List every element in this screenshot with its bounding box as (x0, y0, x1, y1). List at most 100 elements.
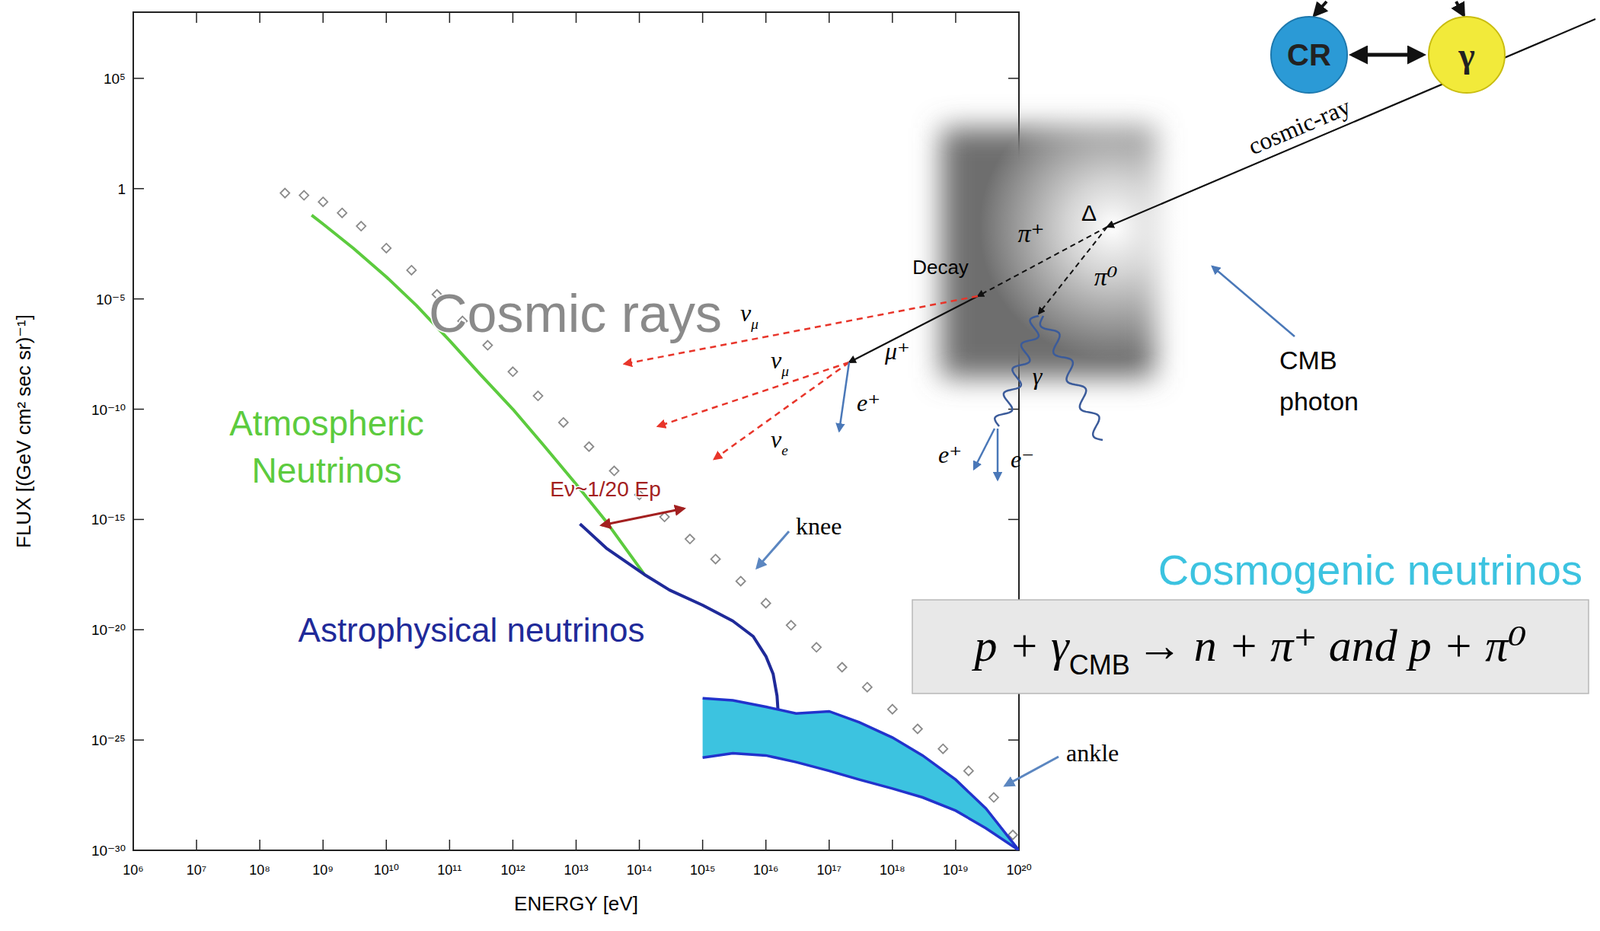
point (337, 208, 347, 218)
x-tick (638, 12, 641, 23)
text-part: ν (770, 346, 783, 374)
subscript: μ (780, 363, 789, 380)
x-tick (512, 12, 515, 23)
annotation-arrow (1005, 756, 1059, 786)
point (887, 705, 898, 715)
point (862, 683, 872, 693)
x-tick-label: 10⁷ (186, 862, 208, 879)
subscript: μ (750, 316, 759, 333)
diagram-label: νμ (740, 299, 759, 333)
label-line: Cosmogenic neutrinos (1158, 546, 1583, 595)
axes: 10⁶10⁷10⁸10⁹10¹⁰10¹¹10¹²10¹³10¹⁴10¹⁵10¹⁶… (12, 12, 1032, 916)
x-tick-label: 10²⁰ (1005, 862, 1032, 879)
x-tick-label: 10¹⁴ (626, 862, 653, 879)
x-tick (195, 12, 198, 23)
x-tick (702, 839, 704, 851)
diagram-label: π⁰ (1094, 262, 1118, 291)
diagram-label: μ⁺ (884, 337, 911, 365)
annotation: ankle (1066, 739, 1119, 767)
point (761, 598, 771, 608)
cosmic-ray-track (1107, 19, 1596, 227)
neutrino-track (657, 362, 850, 427)
point (609, 466, 620, 476)
y-tick (133, 298, 144, 301)
neutrino-track (714, 362, 850, 460)
point (318, 197, 328, 207)
text-part: ν (740, 299, 752, 327)
x-tick-label: 10¹⁶ (753, 862, 779, 879)
muon-track (849, 296, 978, 363)
node-arrow (1314, 1, 1327, 16)
x-tick (891, 839, 894, 851)
pair-track (996, 428, 1000, 480)
y-tick-label: 10⁻³⁰ (91, 843, 126, 860)
annotation: knee (795, 512, 842, 540)
x-tick (258, 12, 261, 23)
y-tick-label: 10⁵ (103, 70, 126, 87)
plot-background (133, 12, 1019, 851)
x-tick-label: 10⁶ (122, 862, 144, 879)
y-tick (1008, 519, 1019, 521)
label-line: Neutrinos (252, 450, 403, 491)
point (989, 793, 999, 803)
light-ray (1110, 114, 1115, 393)
point (381, 243, 391, 253)
y-tick-label: 10⁻¹⁵ (91, 511, 126, 528)
series-label: Atmospheric Neutrinos (229, 403, 425, 491)
diagram-label: e⁺ (856, 389, 881, 417)
x-tick (258, 839, 261, 851)
diagram-label: γ (1032, 362, 1044, 390)
diagram-label: cosmic-ray (1244, 92, 1355, 160)
point (280, 188, 290, 199)
x-tick-label: 10¹¹ (437, 862, 462, 879)
series-label: Cosmogenic neutrinos (1158, 546, 1583, 595)
x-axis-title: ENERGY [eV] (514, 892, 639, 916)
point (584, 442, 594, 452)
annotation: Eν~1/20 Ep (549, 477, 662, 502)
text-part: ν (770, 425, 783, 454)
y-tick (133, 77, 144, 80)
point (711, 554, 721, 564)
series-label: Astrophysical neutrinos (298, 611, 646, 649)
point (356, 221, 366, 231)
label-line: Atmospheric (229, 403, 425, 444)
x-tick (891, 12, 894, 23)
x-tick-label: 10⁹ (312, 862, 334, 879)
point (507, 367, 518, 377)
diagram: cosmic-rayDecayΔπ⁺π⁰νμμ⁺νμe⁺νeγe⁺e⁻CMBph… (624, 1, 1596, 694)
x-tick-label: 10¹⁷ (817, 862, 843, 879)
canvas: 10⁶10⁷10⁸10⁹10¹⁰10¹¹10¹²10¹³10¹⁴10¹⁵10¹⁶… (0, 0, 1600, 931)
formula: p + γCMB→ n + π⁺ and p + π⁰ (971, 620, 1527, 681)
point (938, 744, 948, 754)
x-tick (575, 839, 578, 851)
node-link (1352, 53, 1423, 58)
diagram-label: νe (770, 425, 789, 459)
series-line (311, 215, 645, 575)
neutrino-track (624, 296, 978, 365)
annotation-arrow (601, 508, 684, 526)
y-tick-label: 10⁻¹⁰ (91, 402, 126, 419)
point (964, 766, 974, 777)
subscript: e (781, 442, 789, 459)
node-label: CR (1287, 38, 1332, 72)
point (913, 724, 923, 734)
gamma-node (1428, 16, 1505, 93)
node-label: γ (1457, 35, 1476, 75)
light-ray (929, 225, 1166, 230)
y-tick (133, 629, 144, 632)
x-tick-label: 10¹⁰ (373, 862, 400, 879)
x-tick (386, 12, 388, 23)
x-tick-label: 10¹⁹ (942, 862, 969, 879)
subscript: CMB (1069, 649, 1131, 681)
diagram-label: e⁺ (938, 440, 962, 469)
diagram-label: Decay (912, 255, 969, 279)
label-line: photon (1279, 386, 1359, 416)
label-line: CMB (1279, 345, 1338, 375)
y-tick (1008, 739, 1019, 741)
y-tick-label: 10⁻²⁰ (91, 622, 126, 639)
y-tick (133, 519, 144, 521)
point (786, 620, 796, 630)
point (837, 662, 847, 672)
x-tick (765, 839, 767, 851)
x-tick-label: 10¹⁵ (689, 862, 716, 879)
